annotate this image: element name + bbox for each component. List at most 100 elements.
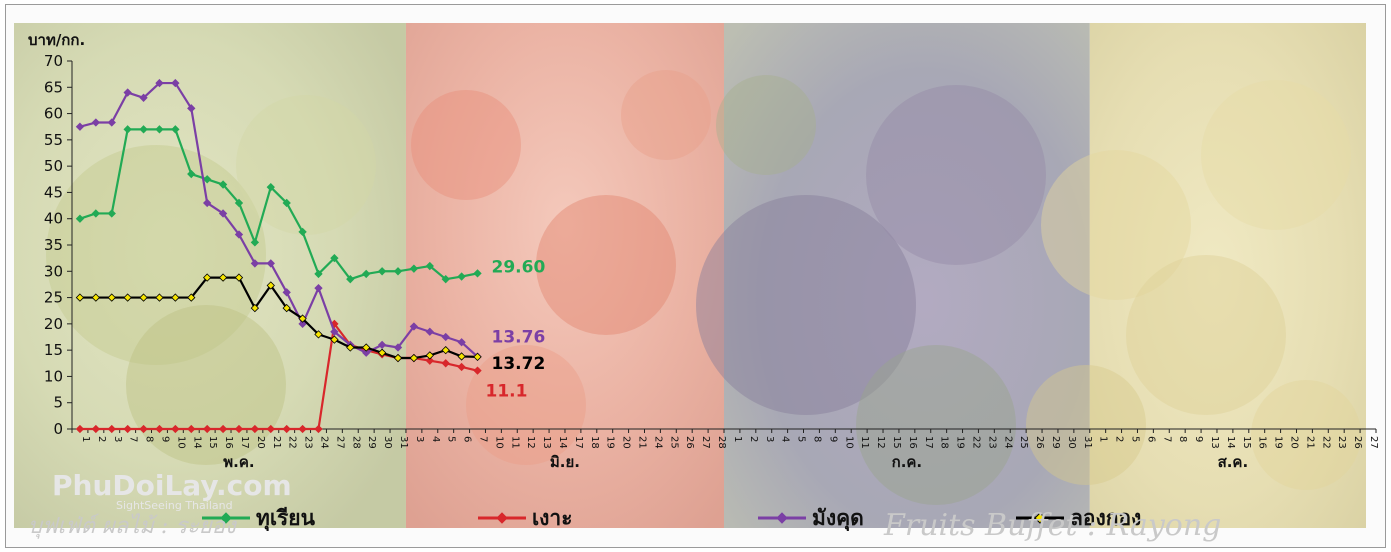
fruit-blob xyxy=(716,75,816,175)
data-point xyxy=(123,424,132,434)
data-label: 29.60 xyxy=(492,257,546,277)
data-point xyxy=(330,253,339,263)
data-point xyxy=(393,267,403,276)
month-label: มิ.ย. xyxy=(550,453,580,471)
x-tick-label: 14 xyxy=(1225,436,1236,449)
x-tick-label: 1 xyxy=(732,436,743,442)
data-point xyxy=(377,348,387,357)
y-tick-label: 55 xyxy=(44,131,63,149)
data-point xyxy=(346,275,355,284)
x-tick-label: 13 xyxy=(541,436,552,449)
y-tick-label: 35 xyxy=(44,236,63,254)
x-tick-label: 27 xyxy=(700,436,711,449)
data-point xyxy=(266,259,275,268)
data-point xyxy=(425,356,434,365)
data-point xyxy=(91,293,101,302)
data-point xyxy=(409,322,419,331)
data-point xyxy=(282,198,291,208)
x-tick-label: 7 xyxy=(1161,436,1172,442)
data-point xyxy=(362,343,371,352)
x-tick-label: 5 xyxy=(796,436,807,442)
data-point xyxy=(107,118,116,127)
data-point xyxy=(282,424,291,434)
x-tick-label: 1 xyxy=(80,436,91,442)
x-tick-label: 20 xyxy=(621,436,632,449)
x-tick-label: 17 xyxy=(239,436,250,449)
data-point xyxy=(203,198,212,208)
data-point xyxy=(218,209,228,218)
y-tick-label: 45 xyxy=(44,183,63,201)
x-tick-label: 2 xyxy=(1114,436,1125,442)
x-tick-label: 17 xyxy=(573,436,584,449)
data-point xyxy=(298,314,307,323)
x-tick-label: 11 xyxy=(859,436,870,449)
data-point xyxy=(218,424,228,434)
x-tick-label: 15 xyxy=(891,436,902,449)
y-tick-label: 50 xyxy=(44,157,63,175)
data-point xyxy=(234,424,244,434)
data-point xyxy=(377,267,387,276)
data-point xyxy=(377,340,387,350)
x-tick-label: 8 xyxy=(144,436,155,442)
fruit-blob xyxy=(1251,380,1361,490)
data-point xyxy=(314,330,323,339)
data-point xyxy=(171,125,180,134)
durian-panel xyxy=(14,23,406,528)
data-point xyxy=(203,424,212,434)
x-tick-label: 6 xyxy=(462,436,473,442)
month-label: พ.ค. xyxy=(223,453,254,471)
x-tick-label: 9 xyxy=(159,436,170,442)
data-point xyxy=(234,198,244,208)
data-point xyxy=(457,338,466,347)
data-point xyxy=(187,104,196,113)
data-point xyxy=(314,424,323,434)
data-point xyxy=(250,303,260,313)
data-point xyxy=(250,424,260,434)
data-point xyxy=(75,293,85,302)
fruit-blob xyxy=(236,95,376,235)
y-tick-label: 10 xyxy=(44,367,63,385)
legend-label: เงาะ xyxy=(532,506,573,530)
y-tick-label: 65 xyxy=(44,78,63,96)
x-tick-label: 16 xyxy=(907,436,918,449)
x-tick-label: 8 xyxy=(1177,436,1188,442)
x-tick-label: 21 xyxy=(637,436,648,449)
series-line xyxy=(79,81,479,358)
y-axis-label: บาท/กก. xyxy=(28,31,85,49)
data-point xyxy=(107,293,116,302)
x-tick-label: 14 xyxy=(191,436,202,449)
data-point xyxy=(139,424,148,434)
legend-swatch-marker xyxy=(1034,512,1046,524)
data-point xyxy=(362,348,371,357)
x-tick-label: 27 xyxy=(334,436,345,449)
data-point xyxy=(155,293,164,302)
x-tick-label: 23 xyxy=(1336,436,1347,449)
x-tick-label: 16 xyxy=(1257,436,1268,449)
x-tick-label: 23 xyxy=(986,436,997,449)
longkong-panel xyxy=(1089,23,1366,528)
x-tick-label: 26 xyxy=(1352,436,1363,449)
x-tick-label: 28 xyxy=(716,436,727,449)
fruit-background xyxy=(14,23,1366,528)
legend-swatch-marker xyxy=(220,512,232,524)
data-point xyxy=(123,125,132,134)
data-point xyxy=(441,332,450,342)
data-point xyxy=(234,230,244,239)
data-point xyxy=(282,303,291,313)
data-point xyxy=(441,345,450,355)
data-point xyxy=(473,269,482,278)
y-tick-label: 15 xyxy=(44,341,63,359)
y-tick-label: 70 xyxy=(44,52,63,70)
data-point xyxy=(409,353,419,363)
fruit-blob xyxy=(126,305,286,465)
fruit-blob xyxy=(411,90,521,200)
data-point xyxy=(171,424,180,434)
x-tick-label: 22 xyxy=(287,436,298,449)
data-point xyxy=(282,288,291,297)
x-tick-label: 11 xyxy=(509,436,520,449)
fruit-blob xyxy=(1026,365,1146,485)
x-tick-label: 15 xyxy=(1241,436,1252,449)
x-tick-label: 12 xyxy=(525,436,536,449)
data-point xyxy=(330,335,339,344)
